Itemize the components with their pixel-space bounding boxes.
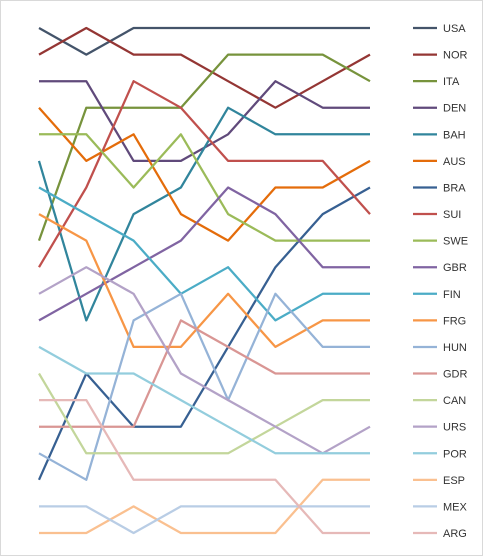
legend-label-swe: SWE: [443, 236, 468, 248]
legend-label-fin: FIN: [443, 289, 461, 301]
legend-label-nor: NOR: [443, 50, 468, 62]
series-line-gbr: [38, 186, 370, 322]
legend-label-aus: AUS: [443, 156, 466, 168]
legend-label-esp: ESP: [443, 475, 465, 487]
legend-label-gdr: GDR: [443, 369, 468, 381]
legend-label-hun: HUN: [443, 342, 467, 354]
series-line-aus: [38, 106, 371, 242]
legend-label-sui: SUI: [443, 209, 461, 221]
legend-label-arg: ARG: [443, 528, 467, 540]
legend-label-ita: ITA: [443, 76, 460, 88]
legend-label-bah: BAH: [443, 129, 466, 141]
series-line-nor: [38, 26, 371, 109]
series-line-usa: [38, 26, 370, 56]
legend-label-den: DEN: [443, 103, 466, 115]
legend-label-gbr: GBR: [443, 262, 467, 274]
legend-label-bra: BRA: [443, 182, 466, 194]
series-line-ita: [37, 53, 371, 241]
series-line-por: [38, 345, 370, 455]
series-line-gdr: [39, 319, 370, 428]
series-line-can: [38, 372, 370, 455]
legend-label-mex: MEX: [443, 501, 468, 513]
series-line-mex: [39, 505, 370, 535]
legend-label-frg: FRG: [443, 315, 466, 327]
series-line-urs: [38, 266, 371, 455]
legend-label-urs: URS: [443, 422, 466, 434]
legend-label-por: POR: [443, 448, 467, 460]
legend-label-usa: USA: [443, 23, 466, 35]
legend-label-can: CAN: [443, 395, 466, 407]
series-line-bah: [37, 106, 370, 322]
series-line-arg: [39, 398, 370, 535]
series-line-sui: [38, 80, 371, 268]
legend: USA NOR ITA DEN BAH AUS BRA SUI SWE GBR FIN FRG HUN G…: [413, 23, 468, 540]
series-line-swe: [39, 133, 370, 242]
series-line-frg: [38, 213, 370, 349]
series-line-esp: [39, 478, 370, 535]
series-line-fin: [38, 186, 370, 322]
plot-area: [37, 26, 371, 535]
